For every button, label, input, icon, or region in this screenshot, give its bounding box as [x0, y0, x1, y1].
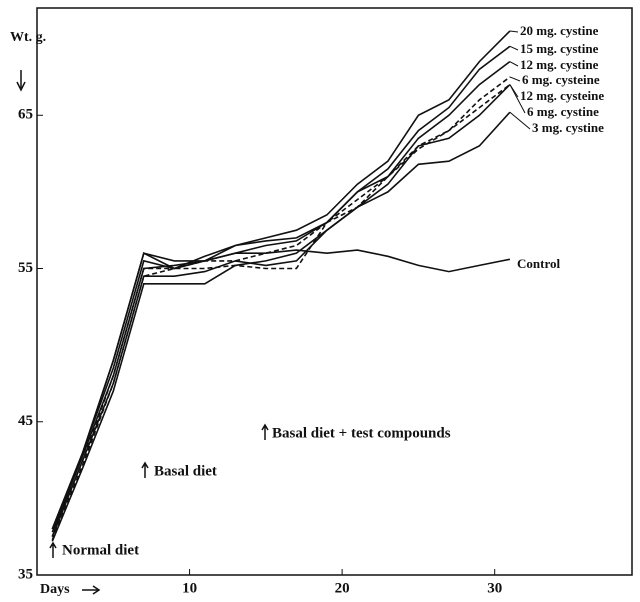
leader-line — [509, 30, 519, 33]
leader-line — [509, 76, 521, 82]
x-tick-label: 10 — [182, 580, 197, 596]
leader-line — [509, 61, 519, 67]
series-line — [51, 45, 511, 530]
series-line — [51, 111, 511, 542]
series-label: 3 mg. cystine — [532, 120, 604, 135]
series-line — [51, 249, 511, 530]
y-tick-label: 55 — [18, 260, 33, 276]
leader-line — [509, 45, 519, 51]
plot-frame — [36, 7, 633, 576]
y-tick-label: 45 — [18, 413, 33, 429]
series-label: Control — [517, 256, 560, 271]
arrow-head — [92, 585, 101, 595]
leader-line — [509, 84, 526, 114]
series-line — [51, 83, 511, 541]
arrow — [261, 423, 269, 440]
series-label: 12 mg. cysteine — [520, 88, 604, 103]
series-label: 6 mg. cystine — [527, 104, 599, 119]
x-axis-label: Days — [40, 582, 70, 597]
x-tick-label: 20 — [335, 580, 350, 596]
series-label: 20 mg. cystine — [520, 23, 599, 38]
x-tick-label: 30 — [487, 580, 502, 596]
series-label: 12 mg. cystine — [520, 57, 599, 72]
arrow-head — [16, 81, 26, 92]
annotation: Basal diet + test compounds — [272, 425, 451, 441]
series-label: 15 mg. cystine — [520, 41, 599, 56]
leader-line — [509, 111, 531, 130]
y-tick-label: 65 — [18, 107, 33, 123]
annotation-arrows — [49, 423, 269, 558]
y-tick-label: 35 — [18, 566, 33, 582]
series-line — [51, 30, 511, 537]
annotation: Basal diet — [154, 463, 217, 479]
series-label: 6 mg. cysteine — [522, 72, 600, 87]
series-line — [51, 84, 511, 537]
series-line — [51, 60, 511, 533]
arrow — [141, 461, 149, 478]
annotation: Normal diet — [62, 542, 139, 558]
y-axis-label: Wt. g. — [10, 30, 46, 45]
series-line — [51, 76, 511, 537]
arrow — [49, 541, 57, 558]
